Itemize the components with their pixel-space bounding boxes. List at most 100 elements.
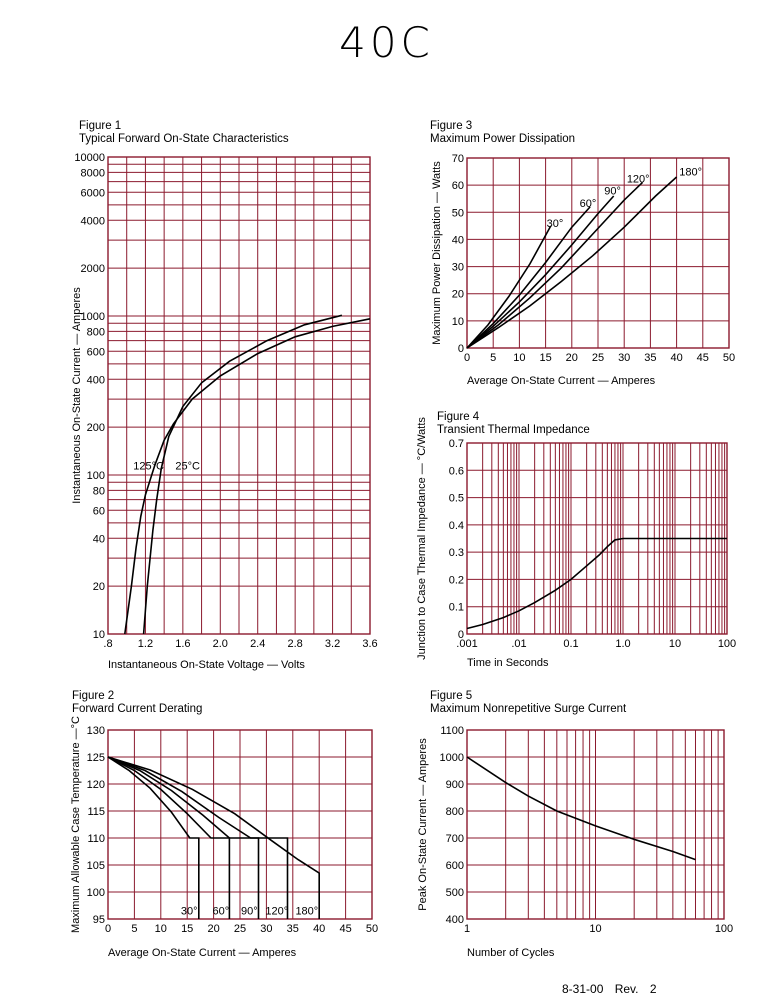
x-tick-label: 25 [592, 352, 604, 364]
y-tick-label: 1000 [81, 311, 105, 323]
x-tick-label: 3.2 [325, 638, 340, 650]
x-tick-label: 20 [566, 352, 578, 364]
y-tick-label: 130 [87, 725, 105, 737]
curve-25°C [142, 314, 343, 635]
y-tick-label: 600 [87, 346, 105, 358]
x-tick-label: 20 [207, 923, 219, 935]
x-tick-label: 15 [539, 352, 551, 364]
x-tick-label: 45 [697, 352, 709, 364]
y-tick-label: 800 [87, 326, 105, 338]
figure-4-chart: .001 .01 0.1 1.0 10 100 0 0.1 0.2 0.3 0.4 0.5 0.6 0.7… [416, 417, 736, 669]
y-tick-label: 2000 [81, 263, 105, 275]
y-axis-label: Instantaneous On-State Current — Amperes [71, 287, 83, 504]
x-axis-label: Instantaneous On-State Voltage — Volts [108, 659, 305, 671]
y-tick-label: 50 [452, 207, 464, 219]
x-tick-label: 30 [618, 352, 630, 364]
plot-frame [466, 157, 730, 349]
curve-60° [466, 206, 591, 349]
y-tick-label: 700 [446, 833, 464, 845]
y-tick-label: 115 [87, 806, 105, 818]
figure-5-number: Figure 5 [430, 690, 473, 702]
y-tick-label: 70 [452, 153, 464, 165]
plot-frame [107, 729, 373, 920]
x-tick-label: 1.6 [175, 638, 190, 650]
curve-label: 25°C [175, 461, 200, 473]
x-tick-label: .8 [103, 638, 112, 650]
x-axis-label: Time in Seconds [467, 657, 549, 669]
x-tick-label: 45 [339, 923, 351, 935]
y-axis-label: Junction to Case Thermal Impedance — °C/… [416, 417, 428, 660]
y-tick-label: 20 [452, 289, 464, 301]
x-tick-label: 50 [723, 352, 735, 364]
curve-125°C [124, 318, 371, 635]
y-tick-label: 125 [87, 752, 105, 764]
curve-label: 180° [295, 906, 318, 918]
curve-label: 30° [181, 906, 198, 918]
y-tick-label: 1100 [440, 725, 464, 737]
figure-1-chart: .8 1.2 1.6 2.0 2.4 2.8 3.2 3.6 10 20 40 60 80 100 200 4… [71, 152, 378, 671]
x-axis-label: Average On-State Current — Amperes [108, 947, 297, 959]
x-axis-label: Average On-State Current — Amperes [467, 375, 656, 387]
figure-5-chart: 1 10 100 400 500 600 700 800 900 1000 1100 Number o… [417, 725, 733, 959]
y-tick-label: 200 [87, 422, 105, 434]
y-tick-label: 0.6 [449, 465, 464, 477]
y-tick-label: 10 [93, 629, 105, 641]
y-tick-label: 105 [87, 860, 105, 872]
figure-1-title: Typical Forward On-State Characteristics [79, 133, 289, 145]
curve-120° [107, 756, 289, 919]
x-tick-label: 0 [464, 352, 470, 364]
x-tick-label: .01 [511, 638, 526, 650]
figure-3-title: Maximum Power Dissipation [430, 133, 576, 145]
figure-4-title: Transient Thermal Impedance [437, 424, 590, 436]
y-tick-label: 60 [452, 180, 464, 192]
x-tick-label: 10 [669, 638, 681, 650]
y-tick-label: 0.4 [449, 520, 464, 532]
x-axis-label: Number of Cycles [467, 947, 555, 959]
curve-90° [466, 195, 615, 349]
curve-label: 125°C [133, 461, 164, 473]
revision-footer: 8-31-00 Rev. 2 [562, 982, 657, 996]
y-tick-label: 80 [93, 485, 105, 497]
y-tick-label: 110 [87, 833, 105, 845]
x-tick-label: 2.4 [250, 638, 265, 650]
x-tick-label: 5 [490, 352, 496, 364]
y-tick-label: 0.1 [449, 602, 464, 614]
document-title: 40C [339, 18, 434, 67]
curve-180° [107, 756, 320, 919]
x-tick-label: 0 [105, 923, 111, 935]
figure-2-title: Forward Current Derating [72, 703, 203, 715]
x-tick-label: 5 [131, 923, 137, 935]
x-tick-label: 35 [287, 923, 299, 935]
x-tick-label: 10 [589, 923, 601, 935]
y-tick-label: 500 [446, 887, 464, 899]
y-tick-label: 4000 [81, 215, 105, 227]
curve-label: 60° [580, 198, 597, 210]
curve-series [466, 756, 696, 861]
curve-label: 120° [627, 173, 650, 185]
y-tick-label: 0.5 [449, 493, 464, 505]
y-tick-label: 0.3 [449, 547, 464, 559]
curve-30° [466, 225, 552, 349]
figure-3-chart: 0 5 10 15 20 25 30 35 40 45 50 0 10 20 30 40 50 60 70 Avera… [431, 153, 735, 387]
figure-1-number: Figure 1 [79, 120, 122, 132]
x-tick-label: 40 [670, 352, 682, 364]
y-tick-label: 100 [87, 887, 105, 899]
curve-label: 90° [604, 186, 621, 198]
curve-label: 120° [265, 906, 288, 918]
y-axis-label: Peak On-State Current — Amperes [417, 738, 429, 911]
figure-2-number: Figure 2 [72, 690, 115, 702]
y-tick-label: 10 [452, 316, 464, 328]
y-tick-label: 20 [93, 581, 105, 593]
curve-180° [466, 176, 678, 349]
y-tick-label: 95 [93, 914, 105, 926]
y-tick-label: 400 [87, 374, 105, 386]
curve-120° [466, 181, 644, 349]
x-tick-label: 2.0 [213, 638, 228, 650]
x-tick-label: 15 [181, 923, 193, 935]
y-tick-label: 800 [446, 806, 464, 818]
x-tick-label: 40 [313, 923, 325, 935]
y-tick-label: 30 [452, 262, 464, 274]
x-tick-label: 1 [464, 923, 470, 935]
y-tick-label: 60 [93, 505, 105, 517]
y-tick-label: 8000 [81, 167, 105, 179]
